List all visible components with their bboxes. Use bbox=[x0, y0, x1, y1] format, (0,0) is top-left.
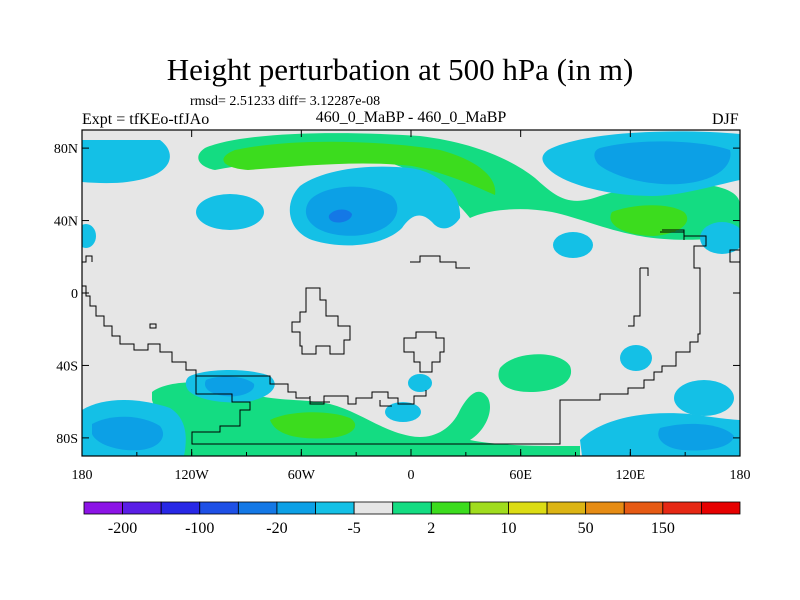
x-axis: 180 120W 60W 0 60E 120E 180 bbox=[72, 130, 751, 483]
contour-blue-ne-core bbox=[594, 141, 731, 185]
colorbar-box bbox=[276, 501, 316, 515]
contour-green-south-mid bbox=[152, 382, 580, 456]
colorbar-box bbox=[469, 501, 509, 515]
x-tick-label: 60W bbox=[288, 468, 316, 483]
contour-blue-south-2 bbox=[408, 374, 432, 392]
colorbar-box bbox=[199, 501, 239, 515]
colorbar-label: -5 bbox=[347, 520, 360, 537]
period-label: 460_0_MaBP - 460_0_MaBP bbox=[315, 109, 507, 126]
x-tick-label: 0 bbox=[408, 468, 415, 483]
contour-green-north bbox=[198, 133, 740, 240]
x-tick-label: 180 bbox=[72, 468, 93, 483]
x-tick-label: 180 bbox=[730, 468, 751, 483]
colorbar: -200 -100 -20 -5 2 10 50 150 bbox=[83, 501, 741, 537]
colorbar-box bbox=[662, 501, 702, 515]
experiment-label: Expt = tfKEo-tfJAo bbox=[82, 111, 210, 128]
contour-blue-south-1 bbox=[620, 345, 652, 371]
colorbar-box bbox=[122, 501, 162, 515]
colorbar-box bbox=[508, 501, 548, 515]
contour-blue-sp-east-core bbox=[658, 423, 734, 451]
colorbar-box bbox=[353, 501, 394, 515]
contour-green-north-core bbox=[223, 141, 496, 195]
colorbar-box bbox=[315, 501, 355, 515]
contour-blue-blob-2 bbox=[553, 232, 593, 258]
colorbar-box bbox=[392, 501, 432, 515]
y-tick-label: 80N bbox=[54, 142, 78, 157]
colorbar-box bbox=[585, 501, 625, 515]
colorbar-box bbox=[701, 501, 741, 515]
contour-blue-south-4 bbox=[674, 380, 734, 416]
contour-blue-blob-3 bbox=[700, 222, 740, 254]
contour-blue-north-deep bbox=[328, 209, 352, 223]
x-tick-label: 120E bbox=[616, 468, 646, 483]
colorbar-label: -100 bbox=[185, 520, 214, 537]
colorbar-box bbox=[546, 501, 587, 515]
contour-lime-east bbox=[610, 205, 688, 236]
colorbar-box bbox=[237, 501, 278, 515]
colorbar-label: 150 bbox=[651, 520, 675, 537]
colorbar-label: 10 bbox=[500, 520, 516, 537]
colorbar-label: 50 bbox=[578, 520, 594, 537]
colorbar-box bbox=[160, 501, 201, 515]
contour-blue-sw-core bbox=[204, 376, 255, 397]
contour-blue-sp-west-core bbox=[92, 416, 164, 451]
contour-lime-south bbox=[270, 412, 356, 439]
season-label: DJF bbox=[712, 111, 739, 128]
x-tick-label: 60E bbox=[509, 468, 532, 483]
contour-field bbox=[82, 130, 740, 456]
contour-blue-south-3 bbox=[385, 402, 421, 422]
rmsd-diff-label: rmsd= 2.51233 diff= 3.12287e-08 bbox=[190, 94, 381, 109]
colorbar-box bbox=[623, 501, 664, 515]
y-tick-label: 0 bbox=[71, 287, 78, 302]
coastlines bbox=[82, 229, 740, 445]
x-tick-label: 120W bbox=[175, 468, 210, 483]
contour-blue-blob-4 bbox=[82, 224, 96, 248]
contour-blue-north-core bbox=[305, 186, 398, 236]
y-axis: 80N 40N 0 40S 80S bbox=[54, 142, 740, 447]
plot-title: Height perturbation at 500 hPa (in m) bbox=[166, 52, 634, 87]
colorbar-box bbox=[83, 501, 123, 515]
contour-blue-blob-1 bbox=[196, 194, 264, 230]
colorbar-box bbox=[430, 501, 471, 515]
y-tick-label: 40N bbox=[54, 215, 78, 230]
y-tick-label: 80S bbox=[56, 432, 78, 447]
contour-green-south-east bbox=[498, 354, 572, 392]
y-tick-label: 40S bbox=[56, 359, 78, 374]
contour-blue-nw bbox=[82, 140, 170, 184]
colorbar-label: -20 bbox=[266, 520, 287, 537]
colorbar-label: -200 bbox=[108, 520, 137, 537]
colorbar-label: 2 bbox=[427, 520, 435, 537]
